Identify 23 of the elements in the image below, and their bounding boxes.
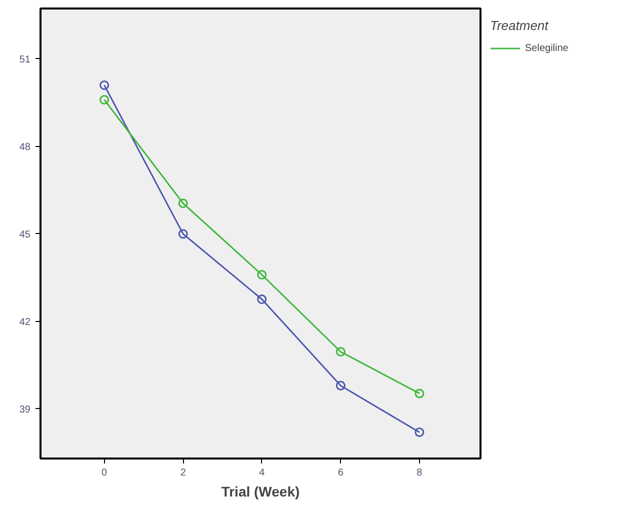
point <box>257 270 267 280</box>
x-axis-title: Trial (Week) <box>221 484 300 500</box>
x-tick-label: 8 <box>416 468 423 478</box>
point <box>414 428 424 437</box>
legend-label: Selegiline <box>525 42 568 54</box>
x-tick-label: 0 <box>102 468 108 478</box>
y-tick-label: 42 <box>19 316 31 328</box>
y-tick-label: 45 <box>19 229 31 240</box>
point <box>414 388 424 398</box>
point <box>336 347 346 356</box>
point <box>100 80 110 90</box>
x-tick-label: 4 <box>259 468 266 478</box>
y-tick-label: 51 <box>19 54 31 66</box>
point <box>178 198 188 208</box>
point <box>336 380 346 390</box>
point <box>178 229 188 239</box>
x-tick-label: 2 <box>180 468 186 478</box>
y-tick-label: 48 <box>19 142 31 153</box>
x-tick-label: 6 <box>338 468 344 478</box>
point <box>100 95 110 105</box>
point <box>257 294 267 304</box>
y-tick-label: 39 <box>19 404 31 416</box>
legend-title: Treatment <box>490 18 550 33</box>
